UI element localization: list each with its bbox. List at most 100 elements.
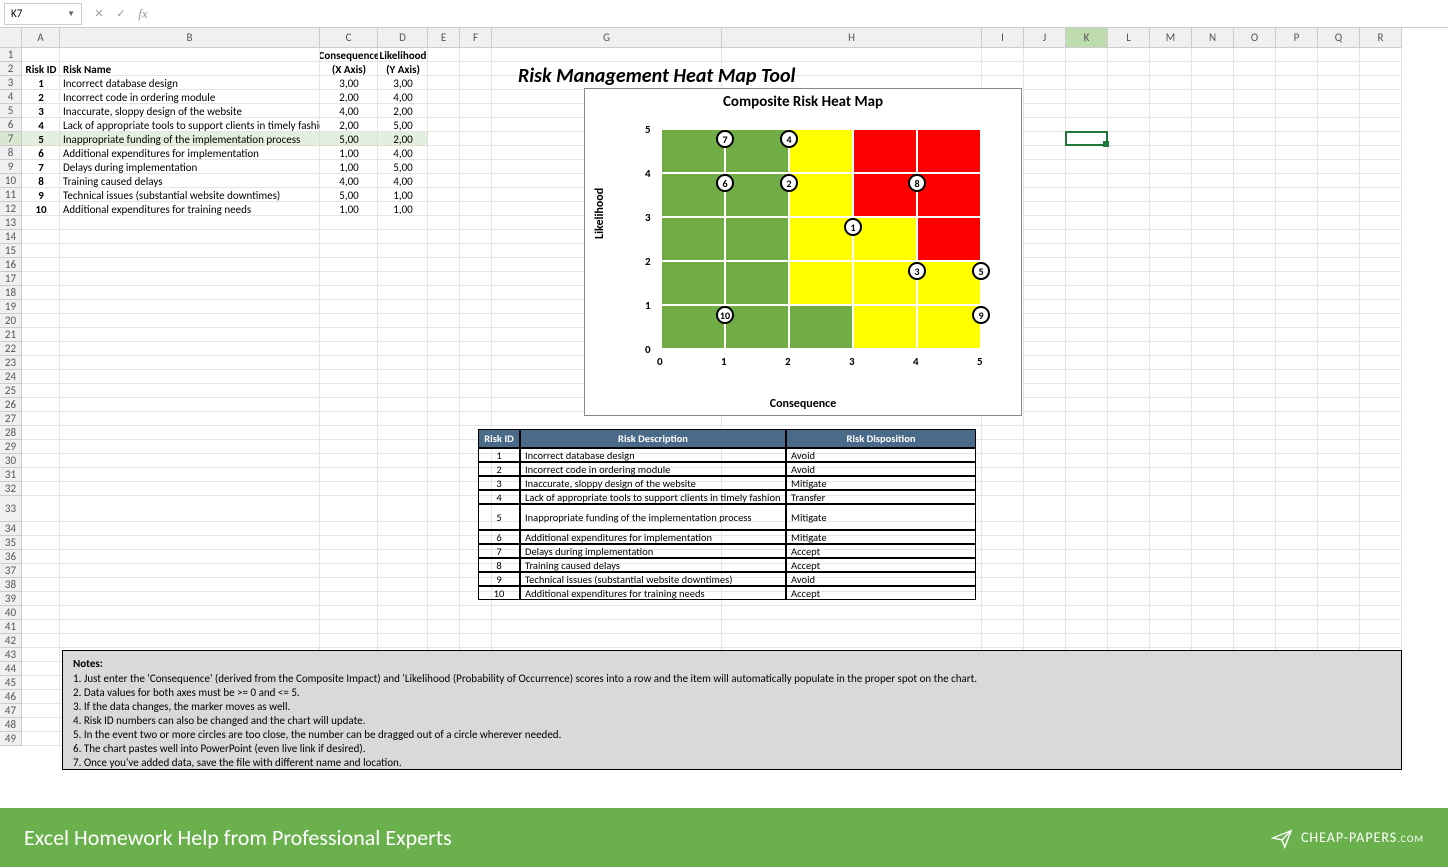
row-header-6[interactable]: 6 [0, 118, 22, 132]
col-header-C[interactable]: C [320, 28, 378, 48]
cell[interactable]: 3,00 [378, 76, 428, 90]
col-header-D[interactable]: D [378, 28, 428, 48]
cell[interactable]: 1,00 [320, 160, 378, 174]
row-header-15[interactable]: 15 [0, 244, 22, 258]
cell[interactable]: 5,00 [320, 132, 378, 146]
cell[interactable]: Inappropriate funding of the implementat… [60, 132, 320, 146]
risk-marker-6[interactable]: 6 [716, 174, 734, 192]
row-header-37[interactable]: 37 [0, 564, 22, 578]
row-header-17[interactable]: 17 [0, 272, 22, 286]
row-header-44[interactable]: 44 [0, 662, 22, 676]
row-header-12[interactable]: 12 [0, 202, 22, 216]
row-header-20[interactable]: 20 [0, 314, 22, 328]
risk-marker-3[interactable]: 3 [908, 262, 926, 280]
formula-input[interactable] [160, 3, 1444, 25]
cell[interactable]: Training caused delays [60, 174, 320, 188]
cell[interactable]: Additional expenditures for training nee… [60, 202, 320, 216]
col-header-E[interactable]: E [428, 28, 460, 48]
cell[interactable]: (Y Axis) [378, 62, 428, 76]
cell[interactable]: 4,00 [378, 90, 428, 104]
name-box[interactable]: K7 ▼ [4, 3, 82, 25]
cell[interactable]: 5 [22, 132, 60, 146]
cell[interactable]: 4,00 [320, 104, 378, 118]
row-header-43[interactable]: 43 [0, 648, 22, 662]
row-header-11[interactable]: 11 [0, 188, 22, 202]
cell[interactable]: 2 [22, 90, 60, 104]
cell[interactable]: Risk ID [22, 62, 60, 76]
row-header-34[interactable]: 34 [0, 522, 22, 536]
row-header-24[interactable]: 24 [0, 370, 22, 384]
row-header-16[interactable]: 16 [0, 258, 22, 272]
cell[interactable]: Technical issues (substantial website do… [60, 188, 320, 202]
cell[interactable]: 6 [22, 146, 60, 160]
row-header-31[interactable]: 31 [0, 468, 22, 482]
cell[interactable]: 7 [22, 160, 60, 174]
cell[interactable]: 4 [22, 118, 60, 132]
row-header-47[interactable]: 47 [0, 704, 22, 718]
col-header-L[interactable]: L [1108, 28, 1150, 48]
cell[interactable]: 1,00 [320, 146, 378, 160]
row-header-28[interactable]: 28 [0, 426, 22, 440]
cell[interactable]: 5,00 [378, 118, 428, 132]
row-header-9[interactable]: 9 [0, 160, 22, 174]
row-header-27[interactable]: 27 [0, 412, 22, 426]
row-header-5[interactable]: 5 [0, 104, 22, 118]
enter-icon[interactable]: ✓ [112, 7, 130, 20]
cell[interactable]: Risk Name [60, 62, 320, 76]
col-header-I[interactable]: I [982, 28, 1024, 48]
col-header-Q[interactable]: Q [1318, 28, 1360, 48]
cell[interactable]: 1,00 [320, 202, 378, 216]
cell[interactable]: Additional expenditures for implementati… [60, 146, 320, 160]
row-header-33[interactable]: 33 [0, 496, 22, 522]
cell[interactable]: 4,00 [378, 174, 428, 188]
row-header-14[interactable]: 14 [0, 230, 22, 244]
row-header-29[interactable]: 29 [0, 440, 22, 454]
fx-icon[interactable]: fx [134, 6, 152, 22]
risk-marker-10[interactable]: 10 [716, 306, 734, 324]
row-header-32[interactable]: 32 [0, 482, 22, 496]
cell[interactable]: Delays during implementation [60, 160, 320, 174]
cell[interactable]: 2,00 [320, 118, 378, 132]
col-header-B[interactable]: B [60, 28, 320, 48]
row-header-49[interactable]: 49 [0, 732, 22, 746]
cell[interactable]: (X Axis) [320, 62, 378, 76]
cell[interactable]: Consequence [320, 48, 378, 62]
row-header-4[interactable]: 4 [0, 90, 22, 104]
col-header-K[interactable]: K [1066, 28, 1108, 48]
cell[interactable]: 10 [22, 202, 60, 216]
row-header-39[interactable]: 39 [0, 592, 22, 606]
cell[interactable]: Incorrect code in ordering module [60, 90, 320, 104]
col-header-F[interactable]: F [460, 28, 492, 48]
cell[interactable]: 5,00 [320, 188, 378, 202]
cell[interactable]: 9 [22, 188, 60, 202]
col-header-O[interactable]: O [1234, 28, 1276, 48]
risk-marker-9[interactable]: 9 [972, 306, 990, 324]
row-header-2[interactable]: 2 [0, 62, 22, 76]
row-header-21[interactable]: 21 [0, 328, 22, 342]
row-header-23[interactable]: 23 [0, 356, 22, 370]
col-header-P[interactable]: P [1276, 28, 1318, 48]
row-header-8[interactable]: 8 [0, 146, 22, 160]
cell[interactable]: 3 [22, 104, 60, 118]
risk-marker-8[interactable]: 8 [908, 174, 926, 192]
cell[interactable]: 3,00 [320, 76, 378, 90]
cell[interactable]: 2,00 [320, 90, 378, 104]
col-header-N[interactable]: N [1192, 28, 1234, 48]
col-header-M[interactable]: M [1150, 28, 1192, 48]
cell[interactable]: 2,00 [378, 132, 428, 146]
spreadsheet[interactable]: ABCDEFGHIJKLMNOPQR 123456789101112131415… [0, 28, 1448, 808]
row-header-35[interactable]: 35 [0, 536, 22, 550]
col-header-A[interactable]: A [22, 28, 60, 48]
col-header-G[interactable]: G [492, 28, 722, 48]
row-header-3[interactable]: 3 [0, 76, 22, 90]
risk-marker-4[interactable]: 4 [780, 130, 798, 148]
risk-marker-7[interactable]: 7 [716, 130, 734, 148]
name-box-dropdown-icon[interactable]: ▼ [67, 9, 75, 19]
row-header-1[interactable]: 1 [0, 48, 22, 62]
row-header-41[interactable]: 41 [0, 620, 22, 634]
col-header-H[interactable]: H [722, 28, 982, 48]
col-header-R[interactable]: R [1360, 28, 1402, 48]
cell[interactable]: Lack of appropriate tools to support cli… [60, 118, 320, 132]
cell[interactable]: 2,00 [378, 104, 428, 118]
row-header-42[interactable]: 42 [0, 634, 22, 648]
